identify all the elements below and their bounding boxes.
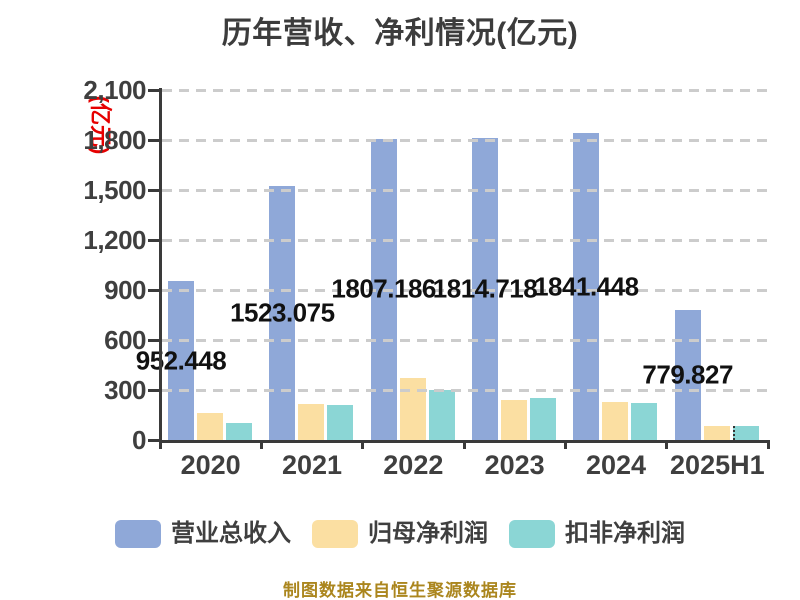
y-axis-tick-label: 900 <box>104 275 146 305</box>
y-axis-tick <box>148 338 160 342</box>
y-axis-tick <box>148 288 160 292</box>
y-axis-tick-label: 300 <box>104 375 146 405</box>
y-axis-tick-label: 600 <box>104 325 146 355</box>
bar-扣非净利润-2020 <box>226 422 252 440</box>
gridline-600 <box>162 338 768 342</box>
data-label-2022: 1807.186 <box>331 273 436 304</box>
bar-扣非净利润-2022 <box>428 389 455 440</box>
data-label-2023: 1814.718 <box>432 273 538 304</box>
legend-item-营业总收入: 营业总收入 <box>115 520 291 548</box>
bar-归母净利润-2021 <box>298 404 325 440</box>
legend-label-营业总收入: 营业总收入 <box>171 520 291 547</box>
bar-归母净利润-2020 <box>197 413 223 440</box>
chart-title: 历年营收、净利情况(亿元) <box>221 17 579 50</box>
bar-营业总收入-2025H1 <box>674 310 701 440</box>
bar-扣非净利润-2025H1 <box>732 426 759 440</box>
y-axis-tick <box>148 388 160 392</box>
legend-item-扣非净利润: 扣非净利润 <box>509 520 685 548</box>
bar-营业总收入-2020 <box>168 281 194 440</box>
x-axis-label-2022: 2022 <box>383 450 444 480</box>
y-axis-line <box>159 88 162 449</box>
x-axis-label-2025H1: 2025H1 <box>670 450 765 480</box>
x-axis-tick <box>665 440 669 449</box>
data-label-2025H1: 779.827 <box>642 359 733 390</box>
y-axis-tick-label: 2,100 <box>83 75 146 105</box>
bar-归母净利润-2023 <box>501 400 527 440</box>
data-source-note: 制图数据来自恒生聚源数据库 <box>283 581 517 600</box>
x-axis-tick <box>563 440 567 449</box>
y-axis-tick <box>148 438 160 442</box>
x-axis-tick <box>766 440 770 449</box>
gridline-300 <box>162 388 768 392</box>
x-axis-tick <box>259 440 263 449</box>
legend-label-扣非净利润: 扣非净利润 <box>565 520 685 547</box>
bar-归母净利润-2025H1 <box>703 425 730 440</box>
bar-扣非净利润-2023 <box>530 397 556 440</box>
x-axis-label-2023: 2023 <box>484 450 545 480</box>
gridline-1,500 <box>162 188 768 192</box>
gridline-1,200 <box>162 238 768 242</box>
x-axis-tick <box>462 440 466 449</box>
y-axis-tick <box>148 238 160 242</box>
legend-item-归母净利润: 归母净利润 <box>312 520 488 548</box>
legend-label-归母净利润: 归母净利润 <box>368 520 488 547</box>
data-label-2020: 952.448 <box>135 345 227 376</box>
y-axis-tick-label: 1,200 <box>83 225 146 255</box>
legend-swatch-营业总收入 <box>115 520 161 548</box>
y-axis-tick <box>148 188 160 192</box>
y-axis-tick-label: 0 <box>132 425 146 455</box>
gridline-1,800 <box>162 138 768 142</box>
y-axis-tick <box>148 88 160 92</box>
bar-归母净利润-2022 <box>399 377 426 440</box>
legend-swatch-归母净利润 <box>312 520 358 548</box>
y-axis-tick-label: 1,800 <box>83 125 146 155</box>
y-axis-tick <box>148 138 160 142</box>
data-label-2021: 1523.075 <box>230 297 335 328</box>
gridline-2,100 <box>162 88 768 92</box>
bar-扣非净利润-2024 <box>631 403 658 440</box>
bar-营业总收入-2021 <box>269 186 296 440</box>
bar-扣非净利润-2021 <box>327 404 354 440</box>
legend: 营业总收入 归母净利润 扣非净利润 <box>0 520 800 548</box>
x-axis-tick <box>361 440 365 449</box>
gridline-900 <box>162 288 768 292</box>
data-label-2024: 1841.448 <box>534 271 639 302</box>
x-axis-label-2021: 2021 <box>281 450 343 480</box>
bar-归母净利润-2024 <box>602 401 629 440</box>
x-axis-label-2024: 2024 <box>585 450 647 480</box>
legend-swatch-扣非净利润 <box>509 520 555 548</box>
x-axis-label-2020: 2020 <box>180 450 241 480</box>
y-axis-tick-label: 1,500 <box>83 175 146 205</box>
